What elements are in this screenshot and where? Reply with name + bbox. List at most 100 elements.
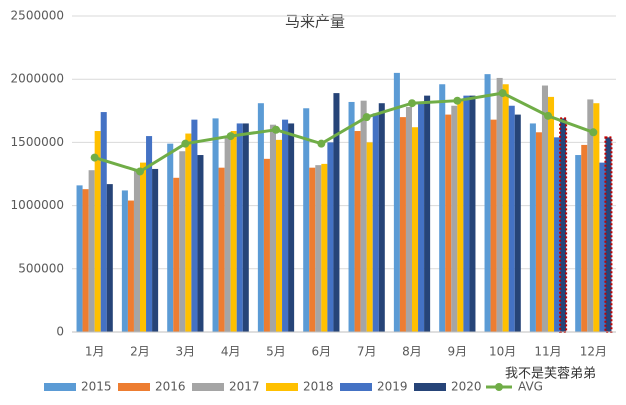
line-point (453, 96, 462, 105)
x-tick-label: 9月 (448, 345, 468, 359)
bar (230, 131, 237, 332)
legend-label: 2018 (303, 380, 334, 394)
line-point (498, 89, 507, 98)
bar (121, 190, 128, 332)
legend-marker (414, 383, 446, 391)
bar (140, 162, 147, 332)
legend-marker (192, 383, 224, 391)
bar (535, 132, 542, 332)
bar (418, 101, 425, 333)
line-point (589, 128, 598, 137)
x-tick-label: 5月 (266, 345, 286, 359)
bar (412, 127, 419, 333)
legend-label: 2015 (81, 380, 112, 394)
line-point (226, 132, 235, 141)
bar (106, 184, 113, 332)
legend-marker (118, 383, 150, 391)
bar (393, 72, 400, 332)
bar (276, 139, 283, 332)
x-tick-label: 1月 (85, 345, 105, 359)
y-tick-label: 1000000 (11, 198, 64, 212)
bar (469, 95, 476, 332)
bar (82, 189, 89, 332)
y-tick-label: 2000000 (11, 72, 64, 86)
x-tick-label: 6月 (312, 345, 332, 359)
bar (197, 155, 204, 332)
bar (191, 119, 198, 332)
bar (604, 136, 613, 333)
x-tick-label: 3月 (176, 345, 196, 359)
bar (224, 136, 231, 332)
bar (242, 123, 249, 332)
bar (303, 108, 310, 332)
bar (269, 124, 276, 332)
bar (133, 168, 140, 332)
y-tick-label: 2500000 (11, 9, 64, 23)
bar (541, 85, 548, 333)
bar (288, 123, 295, 332)
y-tick-label: 1500000 (11, 135, 64, 149)
bar (88, 170, 95, 332)
bar (309, 167, 316, 332)
legend-marker (340, 383, 372, 391)
bar (593, 103, 600, 332)
chart-title: 马来产量 (285, 13, 345, 31)
bar (315, 165, 322, 332)
bar (399, 117, 406, 333)
bar (152, 168, 159, 332)
legend-label: 2019 (377, 380, 408, 394)
line-point (90, 153, 99, 162)
bar (236, 123, 243, 332)
bar (76, 185, 83, 332)
bar (529, 123, 536, 332)
bar (185, 133, 192, 332)
bar (496, 77, 503, 332)
x-tick-label: 4月 (221, 345, 241, 359)
bar (167, 143, 174, 332)
legend-label: 2016 (155, 380, 186, 394)
bar (360, 100, 367, 332)
x-tick-label: 8月 (402, 345, 422, 359)
bar (445, 114, 452, 332)
bar (333, 93, 340, 332)
bar (439, 84, 446, 332)
bar (599, 162, 606, 332)
bar (179, 151, 186, 332)
bar (490, 119, 497, 332)
bar (327, 142, 334, 332)
x-tick-label: 11月 (534, 345, 561, 359)
x-tick-label: 2月 (130, 345, 150, 359)
bar (127, 200, 134, 332)
legend-marker (495, 383, 503, 391)
bar (94, 131, 101, 332)
bar (451, 105, 458, 332)
bar (218, 167, 225, 332)
line-point (181, 139, 190, 148)
bar (484, 74, 491, 333)
bar (405, 107, 412, 333)
bar (457, 100, 464, 332)
legend-marker (266, 383, 298, 391)
bar (581, 144, 588, 332)
bar (463, 95, 470, 332)
bar (263, 158, 270, 332)
legend-label: 2017 (229, 380, 260, 394)
bar (173, 177, 180, 332)
line (94, 91, 594, 174)
bar (372, 113, 379, 332)
x-tick-label: 10月 (489, 345, 516, 359)
legend-label: 2020 (451, 380, 482, 394)
bar (212, 118, 219, 332)
bar (321, 163, 328, 332)
bar (508, 105, 515, 332)
bar (514, 114, 521, 332)
bar (282, 119, 289, 332)
bar (146, 136, 153, 332)
x-tick-label: 7月 (357, 345, 377, 359)
bar (100, 112, 107, 333)
bar (366, 142, 373, 332)
bar (424, 95, 431, 332)
line-point (272, 125, 280, 134)
line-point (136, 167, 144, 176)
